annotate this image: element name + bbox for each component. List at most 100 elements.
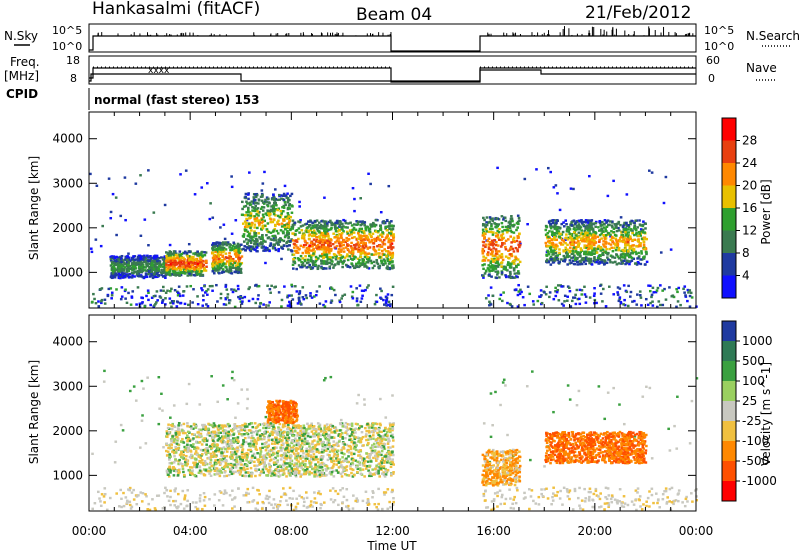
data-cell <box>622 250 626 253</box>
scatter-cell <box>683 504 687 508</box>
data-cell <box>516 258 520 261</box>
scatter-cell <box>532 499 535 503</box>
data-cell <box>576 263 580 266</box>
data-cell <box>507 249 510 252</box>
scatter-cell <box>222 223 226 226</box>
scatter-cell <box>168 297 172 300</box>
data-cell <box>615 263 619 266</box>
data-cell <box>250 225 253 228</box>
scatter-cell <box>296 502 300 505</box>
data-cell <box>593 257 596 260</box>
data-cell <box>249 245 253 248</box>
scatter-cell <box>304 294 308 297</box>
data-cell <box>496 273 499 276</box>
data-cell <box>599 249 603 252</box>
scatter-cell <box>236 402 240 405</box>
scatter-cell <box>612 386 615 390</box>
colorbar-segment <box>722 253 736 276</box>
data-cell <box>274 248 278 252</box>
data-cell <box>339 253 343 257</box>
data-cell <box>390 224 394 227</box>
data-cell <box>180 252 184 256</box>
data-cell <box>600 237 603 240</box>
data-cell <box>135 261 139 265</box>
data-cell <box>247 197 250 201</box>
data-cell <box>624 231 627 234</box>
scatter-cell <box>295 290 299 293</box>
data-cell <box>224 262 228 266</box>
scatter-cell <box>187 242 191 246</box>
data-cell <box>384 249 388 253</box>
scatter-cell <box>385 299 388 302</box>
data-cell <box>566 252 569 256</box>
data-cell <box>336 226 339 230</box>
data-cell <box>182 260 186 263</box>
scatter-cell <box>386 507 390 511</box>
data-cell <box>350 246 353 250</box>
data-cell <box>567 236 571 240</box>
data-cell <box>577 231 581 234</box>
data-cell <box>501 241 504 245</box>
data-cell <box>568 255 571 258</box>
data-cell <box>625 228 628 231</box>
data-cell <box>642 240 646 243</box>
data-cell <box>483 237 486 240</box>
data-cell <box>242 235 246 238</box>
data-cell <box>264 198 267 202</box>
data-cell <box>351 250 355 254</box>
data-cell <box>583 246 586 249</box>
data-cell <box>574 234 578 237</box>
data-cell <box>388 258 392 261</box>
scatter-cell <box>120 497 123 501</box>
data-cell <box>331 256 335 259</box>
data-cell <box>575 224 579 228</box>
data-cell <box>482 232 486 235</box>
data-cell <box>584 225 588 228</box>
scatter-cell <box>588 174 591 178</box>
data-cell <box>194 269 198 273</box>
data-cell <box>271 210 275 213</box>
data-cell <box>259 195 263 199</box>
scatter-cell <box>203 284 206 288</box>
data-cell <box>250 200 254 203</box>
data-cell <box>617 246 621 250</box>
data-cell <box>262 215 265 219</box>
scatter-cell <box>330 299 334 303</box>
scatter-cell <box>522 497 526 500</box>
data-cell <box>200 263 204 266</box>
data-cell <box>594 221 598 225</box>
scatter-cell <box>355 497 359 500</box>
mhz-label: [MHz] <box>4 69 39 83</box>
scatter-cell <box>389 303 392 306</box>
data-cell <box>508 266 512 269</box>
scatter-cell <box>543 488 546 491</box>
scatter-cell <box>387 303 390 307</box>
data-cell <box>493 238 496 242</box>
data-cell <box>587 253 591 256</box>
data-cell <box>363 232 366 235</box>
data-cell <box>355 262 358 266</box>
data-cell <box>213 266 216 269</box>
data-cell <box>599 257 602 261</box>
data-cell <box>504 268 508 271</box>
data-cell <box>610 224 614 227</box>
data-cell <box>586 237 590 241</box>
data-cell <box>313 224 317 227</box>
data-cell <box>322 231 325 235</box>
scatter-cell <box>591 498 594 501</box>
data-cell <box>552 249 555 253</box>
scatter-cell <box>124 288 127 291</box>
scatter-cell <box>640 508 644 511</box>
data-cell <box>344 246 348 249</box>
data-cell <box>586 229 590 232</box>
data-cell <box>629 222 632 226</box>
scatter-cell <box>91 452 94 456</box>
data-cell <box>345 255 349 258</box>
data-cell <box>512 231 516 234</box>
scatter-cell <box>230 376 234 380</box>
data-cell <box>581 239 585 243</box>
data-cell <box>253 218 257 221</box>
data-cell <box>307 229 310 233</box>
data-cell <box>545 244 548 247</box>
